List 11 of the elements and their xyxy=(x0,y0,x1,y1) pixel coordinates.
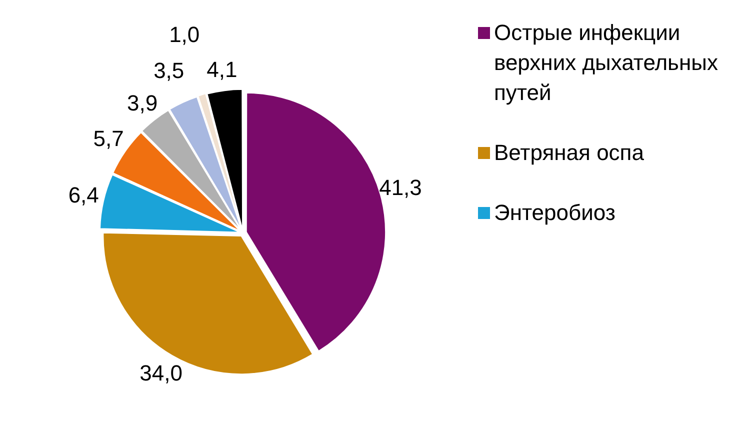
data-label: 41,3 xyxy=(379,175,422,200)
data-label: 4,1 xyxy=(206,56,238,82)
data-label: 5,7 xyxy=(93,126,124,152)
legend-label: Острые инфекции верхних дыхательных путей xyxy=(494,19,719,107)
data-label: 3,9 xyxy=(127,90,158,116)
data-label: 1,0 xyxy=(169,22,200,48)
legend-label: Энтеробиоз xyxy=(494,199,616,227)
data-label: 6,4 xyxy=(68,182,99,208)
data-label: 3,5 xyxy=(154,58,184,83)
legend-label: Ветряная оспа xyxy=(494,139,644,167)
data-label: 34,0 xyxy=(140,360,182,386)
